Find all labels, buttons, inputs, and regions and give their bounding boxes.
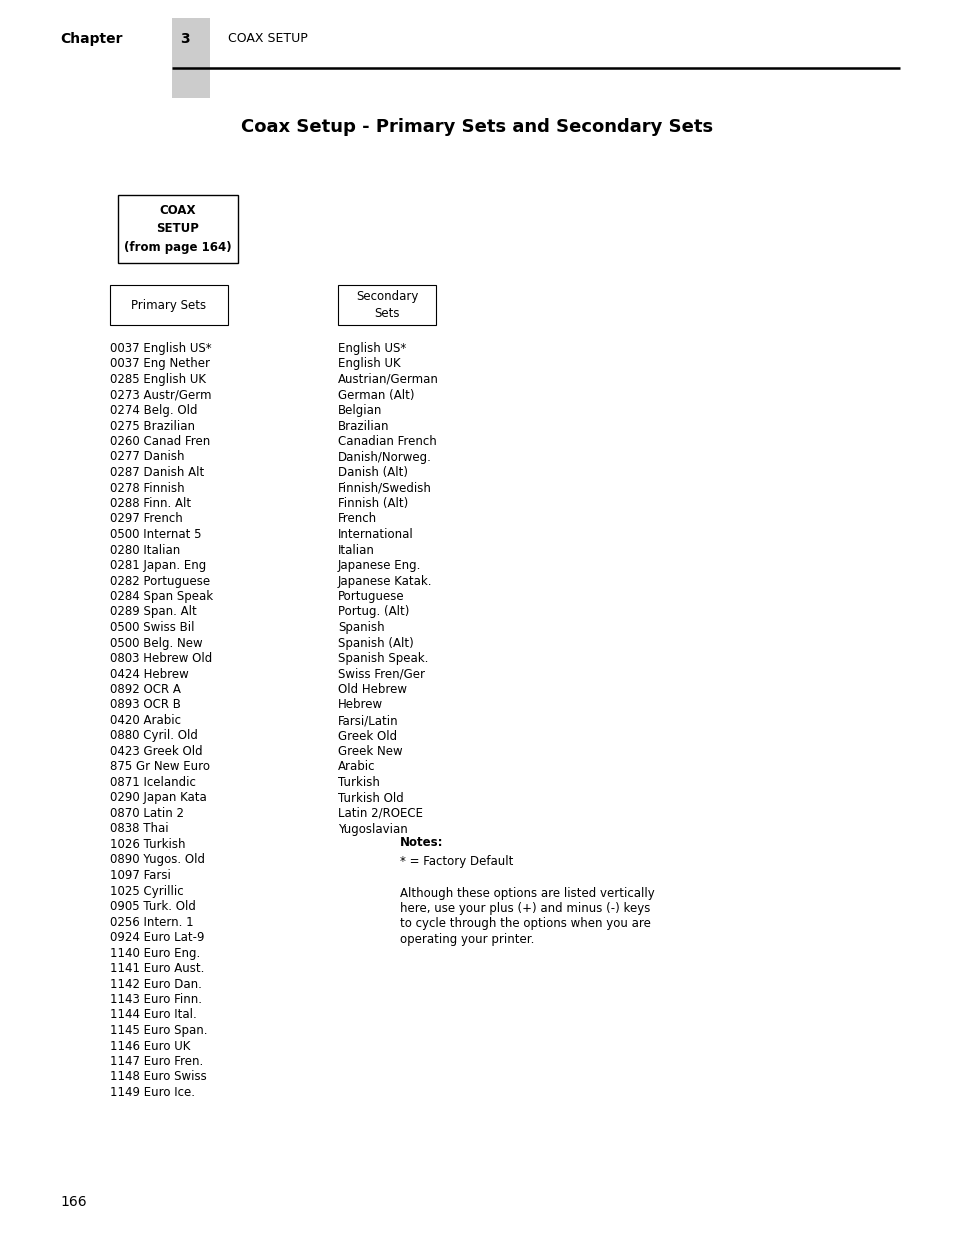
- Text: International: International: [337, 529, 414, 541]
- Text: 0037 English US*: 0037 English US*: [110, 342, 212, 354]
- Text: 1097 Farsi: 1097 Farsi: [110, 869, 171, 882]
- Text: 0924 Euro Lat-9: 0924 Euro Lat-9: [110, 931, 204, 944]
- Text: French: French: [337, 513, 376, 526]
- Text: Portug. (Alt): Portug. (Alt): [337, 605, 409, 619]
- Text: Old Hebrew: Old Hebrew: [337, 683, 407, 697]
- Text: Japanese Katak.: Japanese Katak.: [337, 574, 432, 588]
- Text: 0284 Span Speak: 0284 Span Speak: [110, 590, 213, 603]
- Text: 0297 French: 0297 French: [110, 513, 183, 526]
- Text: 0280 Italian: 0280 Italian: [110, 543, 180, 557]
- Text: COAX
SETUP
(from page 164): COAX SETUP (from page 164): [124, 205, 232, 253]
- Text: 0274 Belg. Old: 0274 Belg. Old: [110, 404, 197, 417]
- Text: 0256 Intern. 1: 0256 Intern. 1: [110, 915, 193, 929]
- Text: COAX SETUP: COAX SETUP: [228, 32, 308, 44]
- Text: 0893 OCR B: 0893 OCR B: [110, 699, 181, 711]
- Text: 1025 Cyrillic: 1025 Cyrillic: [110, 884, 183, 898]
- Text: 0260 Canad Fren: 0260 Canad Fren: [110, 435, 210, 448]
- Text: Spanish (Alt): Spanish (Alt): [337, 636, 414, 650]
- Text: 0892 OCR A: 0892 OCR A: [110, 683, 181, 697]
- Text: Austrian/German: Austrian/German: [337, 373, 438, 387]
- Text: 166: 166: [60, 1195, 87, 1209]
- Text: 1146 Euro UK: 1146 Euro UK: [110, 1040, 191, 1052]
- Bar: [172, 19, 210, 98]
- Text: Danish/Norweg.: Danish/Norweg.: [337, 451, 432, 463]
- Text: 0281 Japan. Eng: 0281 Japan. Eng: [110, 559, 206, 572]
- Text: 1149 Euro Ice.: 1149 Euro Ice.: [110, 1086, 194, 1099]
- Text: 0420 Arabic: 0420 Arabic: [110, 714, 181, 727]
- Text: 1140 Euro Eng.: 1140 Euro Eng.: [110, 946, 200, 960]
- Text: 0803 Hebrew Old: 0803 Hebrew Old: [110, 652, 212, 664]
- Text: 0500 Belg. New: 0500 Belg. New: [110, 636, 202, 650]
- Text: 0277 Danish: 0277 Danish: [110, 451, 184, 463]
- Text: Secondary
Sets: Secondary Sets: [355, 290, 417, 320]
- Text: Portuguese: Portuguese: [337, 590, 404, 603]
- Text: Swiss Fren/Ger: Swiss Fren/Ger: [337, 667, 424, 680]
- Text: 3: 3: [180, 32, 190, 46]
- Text: Notes:: Notes:: [399, 836, 443, 848]
- Text: Italian: Italian: [337, 543, 375, 557]
- Text: Spanish: Spanish: [337, 621, 384, 634]
- Text: 0890 Yugos. Old: 0890 Yugos. Old: [110, 853, 205, 867]
- Text: Latin 2/ROECE: Latin 2/ROECE: [337, 806, 422, 820]
- Text: 0423 Greek Old: 0423 Greek Old: [110, 745, 202, 758]
- Text: 0282 Portuguese: 0282 Portuguese: [110, 574, 210, 588]
- Text: German (Alt): German (Alt): [337, 389, 414, 401]
- Bar: [118, 195, 237, 263]
- Text: Coax Setup - Primary Sets and Secondary Sets: Coax Setup - Primary Sets and Secondary …: [241, 119, 712, 136]
- Text: 0905 Turk. Old: 0905 Turk. Old: [110, 900, 195, 913]
- Text: Farsi/Latin: Farsi/Latin: [337, 714, 398, 727]
- Text: Finnish/Swedish: Finnish/Swedish: [337, 482, 432, 494]
- Text: operating your printer.: operating your printer.: [399, 932, 534, 946]
- Text: 0273 Austr/Germ: 0273 Austr/Germ: [110, 389, 212, 401]
- Text: Canadian French: Canadian French: [337, 435, 436, 448]
- Text: 0870 Latin 2: 0870 Latin 2: [110, 806, 184, 820]
- Text: 0880 Cyril. Old: 0880 Cyril. Old: [110, 730, 197, 742]
- Text: Arabic: Arabic: [337, 761, 375, 773]
- Text: 0288 Finn. Alt: 0288 Finn. Alt: [110, 496, 191, 510]
- Text: 0289 Span. Alt: 0289 Span. Alt: [110, 605, 196, 619]
- Text: 1026 Turkish: 1026 Turkish: [110, 839, 185, 851]
- Text: Although these options are listed vertically: Although these options are listed vertic…: [399, 887, 654, 899]
- Text: 0500 Internat 5: 0500 Internat 5: [110, 529, 201, 541]
- Text: 0275 Brazilian: 0275 Brazilian: [110, 420, 194, 432]
- Text: 0871 Icelandic: 0871 Icelandic: [110, 776, 195, 789]
- Text: Brazilian: Brazilian: [337, 420, 389, 432]
- Text: Turkish: Turkish: [337, 776, 379, 789]
- Text: Japanese Eng.: Japanese Eng.: [337, 559, 421, 572]
- Text: 0500 Swiss Bil: 0500 Swiss Bil: [110, 621, 194, 634]
- Text: 0037 Eng Nether: 0037 Eng Nether: [110, 357, 210, 370]
- Text: Turkish Old: Turkish Old: [337, 792, 403, 804]
- Text: 1147 Euro Fren.: 1147 Euro Fren.: [110, 1055, 203, 1068]
- Bar: [337, 285, 436, 325]
- Text: 1144 Euro Ital.: 1144 Euro Ital.: [110, 1009, 196, 1021]
- Text: to cycle through the options when you are: to cycle through the options when you ar…: [399, 918, 650, 930]
- Text: * = Factory Default: * = Factory Default: [399, 856, 513, 868]
- Text: 0424 Hebrew: 0424 Hebrew: [110, 667, 189, 680]
- Text: English US*: English US*: [337, 342, 406, 354]
- Text: Spanish Speak.: Spanish Speak.: [337, 652, 428, 664]
- Text: Greek Old: Greek Old: [337, 730, 396, 742]
- Bar: [110, 285, 228, 325]
- Text: Hebrew: Hebrew: [337, 699, 383, 711]
- Text: 0287 Danish Alt: 0287 Danish Alt: [110, 466, 204, 479]
- Text: Belgian: Belgian: [337, 404, 382, 417]
- Text: 1141 Euro Aust.: 1141 Euro Aust.: [110, 962, 204, 974]
- Text: here, use your plus (+) and minus (-) keys: here, use your plus (+) and minus (-) ke…: [399, 902, 650, 915]
- Text: 0838 Thai: 0838 Thai: [110, 823, 169, 836]
- Text: 1142 Euro Dan.: 1142 Euro Dan.: [110, 977, 202, 990]
- Text: Yugoslavian: Yugoslavian: [337, 823, 407, 836]
- Text: Primary Sets: Primary Sets: [132, 299, 207, 311]
- Text: 1143 Euro Finn.: 1143 Euro Finn.: [110, 993, 202, 1007]
- Text: Finnish (Alt): Finnish (Alt): [337, 496, 408, 510]
- Text: 1148 Euro Swiss: 1148 Euro Swiss: [110, 1071, 207, 1083]
- Text: 0278 Finnish: 0278 Finnish: [110, 482, 185, 494]
- Text: 1145 Euro Span.: 1145 Euro Span.: [110, 1024, 208, 1037]
- Text: English UK: English UK: [337, 357, 400, 370]
- Text: 0290 Japan Kata: 0290 Japan Kata: [110, 792, 207, 804]
- Text: Chapter: Chapter: [60, 32, 122, 46]
- Text: Greek New: Greek New: [337, 745, 402, 758]
- Text: Danish (Alt): Danish (Alt): [337, 466, 408, 479]
- Text: 875 Gr New Euro: 875 Gr New Euro: [110, 761, 210, 773]
- Text: 0285 English UK: 0285 English UK: [110, 373, 206, 387]
